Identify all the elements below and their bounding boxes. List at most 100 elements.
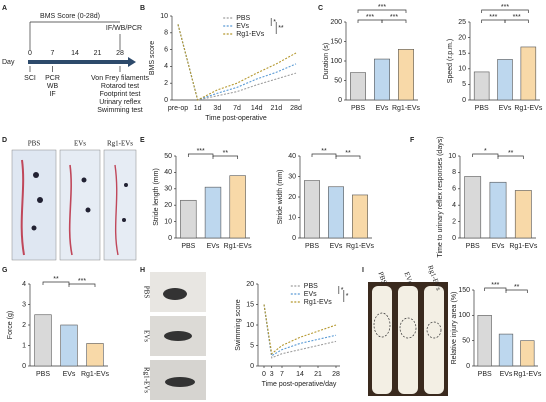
bar [374,58,390,101]
x-tick-label: 7 [280,371,284,378]
photo-label: EVs [142,330,150,342]
y-tick-label: 8 [164,30,168,37]
event-label: Von Frey filaments [91,75,149,82]
y-axis-label: Swimming score [235,299,242,350]
bar [514,190,532,239]
x-tick-label: 14 [296,371,304,378]
photo-label: PBS [142,286,150,299]
panel-label: C [318,5,323,12]
event-label: Rotarod test [101,83,139,90]
panel-label: B [140,5,145,12]
bar [489,181,507,239]
y-tick-label: 20 [246,281,254,288]
y-tick-label: 50 [334,77,342,84]
y-tick-label: 15 [246,301,254,308]
panel-label: H [140,267,145,274]
bar [520,46,537,101]
bar [398,48,414,101]
y-tick-label: 50 [164,153,172,160]
legend-label: EVs [304,291,317,298]
significance-label: *** [366,14,374,21]
y-tick-label: 4 [452,202,456,209]
significance-bracket [311,153,337,157]
y-tick-label: 8 [452,169,456,176]
event-label: WB [47,83,59,90]
y-tick-label: 4 [22,281,26,288]
bar [328,186,344,239]
series-line [263,304,337,355]
bar [473,71,490,101]
event-label: Footprint test [100,91,141,98]
x-tick-label: Rg1-EVs [346,243,375,250]
y-tick-label: 100 [458,312,470,319]
bar [477,315,492,367]
significance-bracket [381,19,407,23]
timeline-day: 7 [51,50,55,57]
legend-label: Rg1-EVs [236,31,265,38]
significance-bracket [505,289,528,293]
significance-label: *** [513,14,521,21]
x-tick-label: PBS [305,243,319,250]
y-tick-label: 0 [164,97,168,104]
x-tick-label: 28 [332,371,340,378]
panel-label: A [2,5,7,12]
x-tick-label: PBS [478,371,492,378]
timeline-day: 21 [94,50,102,57]
significance-label: *** [489,14,497,21]
y-tick-label: 0 [338,97,342,104]
panel-label: F [410,137,415,144]
significance-label: *** [390,14,398,21]
y-tick-label: 10 [246,322,254,329]
y-tick-label: 5 [250,342,254,349]
spinal-cord-photos [368,282,448,396]
bar [497,59,513,101]
x-tick-label: 21 [314,371,322,378]
significance-label: ** [345,150,351,157]
x-tick-label: 1d [194,105,202,112]
bar [204,186,222,239]
event-label: SCI [24,75,36,82]
significance-bracket [68,283,96,287]
significance-label: *** [78,278,86,285]
swimming-photos [150,272,206,400]
significance-bracket [472,153,499,157]
panel-label: G [2,267,8,274]
significance-label: *** [197,148,205,155]
legend-label: PBS [304,283,318,290]
y-tick-label: 15 [458,50,466,57]
bar [60,324,78,367]
bar [520,340,535,367]
y-tick-label: 10 [164,218,172,225]
y-tick-label: 200 [330,19,342,26]
y-tick-label: 30 [288,173,296,180]
footprint-photo [11,149,137,261]
x-tick-label: Rg1-EVs [514,105,543,112]
y-tick-label: 10 [288,214,296,221]
x-tick-label: EVs [500,371,513,378]
bar [352,194,368,239]
bar [350,72,366,101]
timeline-axis-label: Day [2,59,15,66]
significance-label: ** [278,25,284,32]
y-tick-label: 100 [330,58,342,65]
y-tick-label: 6 [164,46,168,53]
bar [34,314,52,367]
legend-label: PBS [236,15,250,22]
significance-label: ** [223,150,229,157]
y-axis-label: Duration (s) [323,43,330,80]
photo-label: Rg1-EVs [142,367,150,393]
x-tick-label: EVs [492,243,505,250]
significance-bracket [504,19,529,23]
series-line [263,304,337,357]
x-tick-label: PBS [36,371,50,378]
x-tick-label: Rg1-EVs [81,371,110,378]
legend-label: EVs [236,23,249,30]
bar [498,333,514,367]
y-tick-label: 0 [292,235,296,242]
y-tick-label: 0 [462,97,466,104]
significance-bracket [484,287,507,291]
x-tick-label: PBS [475,105,489,112]
y-tick-label: 20 [164,202,172,209]
significance-bracket [335,155,361,159]
y-tick-label: 5 [462,81,466,88]
